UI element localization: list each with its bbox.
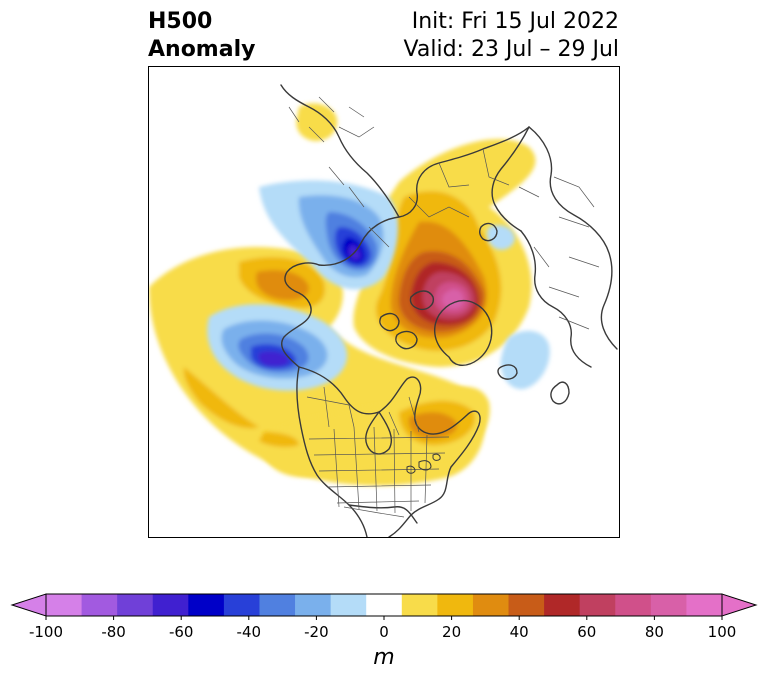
colorbar-bin <box>295 594 332 616</box>
map-canvas <box>149 84 618 537</box>
svalbard-coastline <box>478 222 498 242</box>
colorbar-bin <box>188 594 225 616</box>
colorbar-tick-label: 100 <box>708 623 737 641</box>
colorbar-bin <box>579 594 616 616</box>
us-state-borders <box>308 426 450 514</box>
mexico-border <box>343 506 405 518</box>
colorbar-bin <box>330 594 367 616</box>
west-coast-coastline <box>296 366 368 537</box>
colorbar-bin <box>650 594 688 616</box>
colorbar-bin <box>615 594 652 616</box>
scandinavia-coastline <box>491 126 530 232</box>
positive-anomaly-arctic <box>353 139 536 367</box>
iceland-coastline <box>497 364 518 380</box>
colorbar-bin <box>686 594 723 616</box>
canada-province-borders <box>306 386 420 436</box>
alaska-coastline <box>281 262 320 368</box>
colorbar-tick-label: 0 <box>379 623 389 641</box>
colorbar-bin <box>472 594 510 616</box>
greenland-coastline <box>433 299 493 366</box>
europe-borders <box>518 176 600 330</box>
colorbar-tick-label: -80 <box>101 623 126 641</box>
gulf-coast <box>348 504 418 524</box>
uk-coastline <box>550 381 570 405</box>
colorbar-bin <box>117 594 154 616</box>
coastline-layer <box>280 84 618 537</box>
colorbar-tick-label: 60 <box>577 623 596 641</box>
colorbar-tick-label: 20 <box>442 623 461 641</box>
title-field: Anomaly <box>148 37 256 62</box>
great-lakes <box>406 453 441 474</box>
political-borders-layer <box>288 96 600 518</box>
colorbar-tick-label: -60 <box>169 623 194 641</box>
colorbar-bin <box>259 594 296 616</box>
colorbar-bin <box>544 594 581 616</box>
valid-period: Valid: 23 Jul – 29 Jul <box>403 37 619 62</box>
russia-north-coast <box>280 84 400 218</box>
colorbar-unit-label: m <box>373 645 395 670</box>
north-america-coastline <box>298 366 481 537</box>
colorbar-bin <box>366 594 403 616</box>
colorbar-bin <box>401 594 438 616</box>
europe-west-coast <box>520 230 592 368</box>
colorbar: -100 -80 -60 -40 -20 0 20 40 60 80 100 <box>0 580 768 684</box>
colorbar-bin <box>46 594 83 616</box>
colorbar-bin <box>152 594 189 616</box>
positive-anomaly-europe <box>296 103 338 142</box>
map-title-left: H500 Anomaly <box>148 8 255 64</box>
colorbar-bin <box>508 594 545 616</box>
colorbar-tick-label: -100 <box>29 623 63 641</box>
colorbar-tick-label: -20 <box>304 623 329 641</box>
europe-coastline <box>528 126 618 350</box>
colorbar-tick-label: -40 <box>237 623 262 641</box>
negative-anomaly-pacific <box>207 304 348 391</box>
negative-anomaly-atlantic <box>486 225 550 390</box>
anomaly-fill-layer <box>149 103 550 486</box>
colorbar-bin <box>223 594 261 616</box>
colorbar-extend-min <box>10 593 47 617</box>
arctic-islands <box>379 290 434 350</box>
asia-borders <box>328 148 510 248</box>
central-asia-borders <box>288 96 375 143</box>
colorbar-svg: -100 -80 -60 -40 -20 0 20 40 60 80 100 <box>10 593 758 641</box>
anomaly-map <box>148 66 620 538</box>
map-title-right: Init: Fri 15 Jul 2022 Valid: 23 Jul – 29… <box>404 8 619 64</box>
init-time: Init: Fri 15 Jul 2022 <box>411 9 619 34</box>
title-variable: H500 <box>148 9 213 34</box>
colorbar-extend-max <box>721 593 758 617</box>
colorbar-tick-label: 80 <box>645 623 664 641</box>
negative-anomaly-siberia <box>259 180 399 290</box>
colorbar-tick-label: 40 <box>510 623 529 641</box>
colorbar-bin <box>437 594 474 616</box>
colorbar-bin <box>81 594 118 616</box>
